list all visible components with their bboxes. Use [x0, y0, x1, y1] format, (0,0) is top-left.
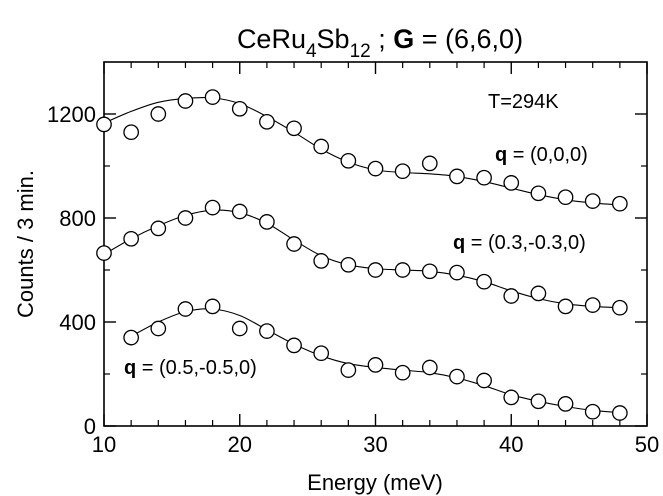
- data-point-series-2: [503, 389, 520, 406]
- data-point-series-0: [584, 193, 601, 209]
- data-point-series-2: [177, 301, 194, 317]
- data-point-series-1: [394, 262, 411, 278]
- data-point-series-1: [503, 288, 520, 304]
- data-point-series-0: [340, 152, 357, 169]
- series-label-q000: q = (0,0,0): [495, 144, 588, 166]
- data-point-series-1: [123, 230, 139, 247]
- series-label-q03: q = (0.3,-0.3,0): [453, 232, 586, 254]
- data-markers: [96, 89, 628, 421]
- data-point-series-2: [204, 298, 221, 315]
- y-axis-title: Counts / 3 min.: [13, 170, 38, 318]
- data-point-series-2: [340, 362, 357, 378]
- data-point-series-2: [476, 372, 492, 389]
- data-point-series-1: [259, 214, 275, 230]
- data-point-series-2: [530, 393, 547, 410]
- data-point-series-1: [449, 264, 465, 281]
- data-point-series-0: [313, 138, 330, 155]
- data-point-series-0: [123, 124, 139, 141]
- x-tick-label: 20: [228, 432, 252, 457]
- data-point-series-2: [231, 320, 248, 337]
- data-point-series-1: [313, 253, 330, 269]
- series-label-q05: q = (0.5,-0.5,0): [124, 357, 257, 379]
- data-point-series-2: [421, 359, 438, 376]
- data-point-series-1: [367, 262, 384, 278]
- y-tick-label: 800: [59, 206, 96, 231]
- data-point-series-0: [394, 163, 411, 180]
- y-tick-label: 1200: [47, 102, 96, 127]
- x-tick-label: 40: [499, 432, 523, 457]
- data-point-series-2: [584, 403, 601, 420]
- data-point-series-1: [204, 199, 221, 216]
- data-point-series-0: [611, 195, 628, 212]
- x-tick-label: 10: [92, 432, 116, 457]
- data-point-series-1: [584, 297, 601, 313]
- temperature-annotation: T=294K: [488, 91, 559, 113]
- data-point-series-1: [286, 236, 302, 252]
- data-point-series-1: [611, 299, 628, 316]
- data-point-series-0: [503, 175, 520, 191]
- data-point-series-1: [340, 256, 357, 273]
- data-point-series-2: [123, 329, 139, 346]
- data-point-series-2: [449, 368, 465, 385]
- data-point-series-2: [150, 320, 167, 337]
- chart-title: CeRu4Sb12 ; G = (6,6,0): [237, 24, 523, 62]
- x-tick-label: 50: [635, 432, 659, 457]
- x-tick-labels: 10 20 30 40 50: [92, 432, 659, 457]
- data-point-series-2: [557, 396, 574, 412]
- data-point-series-0: [530, 185, 547, 202]
- data-point-series-2: [394, 364, 411, 381]
- data-point-series-2: [286, 337, 302, 354]
- data-point-series-1: [421, 263, 438, 280]
- x-tick-label: 30: [363, 432, 387, 457]
- data-point-series-0: [150, 106, 167, 122]
- data-point-series-0: [259, 113, 275, 130]
- data-point-series-1: [530, 285, 547, 302]
- data-point-series-0: [557, 189, 574, 206]
- data-point-series-0: [286, 120, 302, 137]
- data-point-series-0: [449, 168, 465, 185]
- data-point-series-2: [367, 357, 384, 373]
- data-point-series-2: [611, 405, 628, 421]
- data-point-series-2: [259, 323, 275, 339]
- data-point-series-1: [177, 210, 194, 226]
- data-point-series-0: [421, 155, 438, 172]
- data-point-series-2: [313, 345, 330, 362]
- data-point-series-0: [231, 100, 248, 117]
- axis-ticks: [103, 62, 648, 427]
- data-point-series-1: [231, 203, 248, 220]
- data-point-series-0: [177, 93, 194, 109]
- x-axis-title: Energy (meV): [307, 470, 443, 495]
- data-point-series-0: [476, 169, 492, 186]
- data-point-series-0: [96, 116, 112, 133]
- data-point-series-1: [557, 298, 574, 315]
- data-point-series-1: [150, 220, 167, 237]
- data-point-series-0: [367, 160, 384, 177]
- y-tick-label: 400: [59, 310, 96, 335]
- y-tick-labels: 0 400 800 1200: [47, 102, 96, 439]
- data-point-series-0: [204, 89, 221, 105]
- y-tick-label: 0: [84, 414, 96, 439]
- data-point-series-1: [96, 245, 112, 261]
- data-point-series-1: [476, 273, 492, 290]
